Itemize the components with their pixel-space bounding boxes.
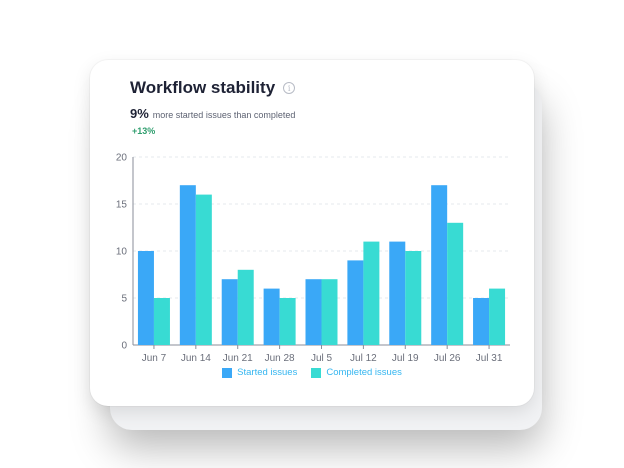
legend-item-started[interactable]: Started issues: [222, 367, 297, 378]
headline: 9% more started issues than completed: [130, 106, 295, 121]
headline-text: more started issues than completed: [152, 110, 296, 120]
x-tick-label: Jun 14: [181, 353, 211, 364]
bar-started: [221, 279, 238, 345]
bar-completed: [363, 241, 380, 345]
headline-value: 9%: [130, 106, 149, 121]
bar-completed: [237, 269, 254, 345]
legend-item-completed[interactable]: Completed issues: [311, 367, 402, 378]
card-title-text: Workflow stability: [130, 78, 276, 97]
bar-started: [389, 241, 406, 345]
bar-started: [263, 288, 280, 345]
chart-legend: Started issues Completed issues: [90, 367, 534, 378]
y-tick-label: 15: [116, 200, 128, 211]
x-tick-label: Jul 26: [434, 353, 461, 364]
y-tick-label: 5: [121, 294, 127, 305]
bar-started: [473, 298, 490, 345]
info-icon[interactable]: i: [283, 82, 296, 94]
x-tick-label: Jun 21: [223, 353, 253, 364]
legend-label-completed: Completed issues: [326, 367, 402, 378]
card-title: Workflow stability i: [130, 78, 296, 98]
bar-started: [137, 251, 154, 345]
bar-completed: [447, 222, 464, 345]
bar-started: [431, 185, 448, 345]
y-tick-label: 20: [116, 153, 128, 164]
x-tick-label: Jun 7: [142, 353, 167, 364]
bar-completed: [279, 298, 296, 345]
legend-swatch-completed: [311, 367, 322, 378]
bar-chart: 0 5 10 15 20 Jun 7 Jun 14 Jun 21 Jun 28 Jul 5 Jul …: [116, 153, 510, 364]
x-tick-label: Jul 5: [311, 353, 333, 364]
legend-label-started: Started issues: [237, 367, 298, 378]
change-badge: +13%: [132, 126, 156, 136]
bar-completed: [489, 288, 506, 345]
workflow-stability-card: Workflow stability i 9% more started iss…: [90, 60, 534, 406]
x-tick-label: Jun 28: [265, 353, 295, 364]
y-tick-label: 10: [116, 247, 128, 258]
y-tick-label: 0: [121, 341, 127, 352]
legend-swatch-started: [222, 367, 233, 378]
x-tick-label: Jul 31: [476, 353, 503, 364]
bar-completed: [405, 251, 422, 345]
x-tick-label: Jul 12: [350, 353, 377, 364]
bar-completed: [153, 298, 170, 345]
bar-started: [305, 279, 322, 345]
bar-completed: [321, 279, 338, 345]
bar-completed: [195, 194, 212, 345]
x-tick-label: Jul 19: [392, 353, 419, 364]
bar-started: [179, 185, 196, 345]
bar-started: [347, 260, 364, 345]
